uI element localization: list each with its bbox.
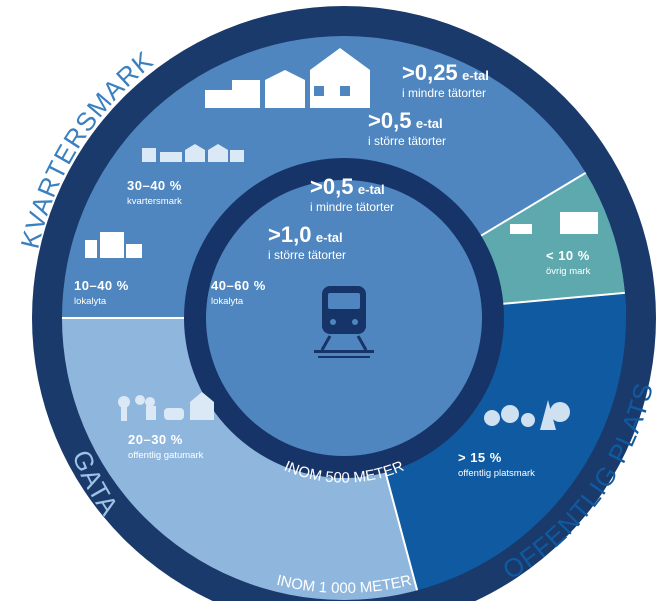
share-pct: 20–30 % (128, 432, 183, 447)
density-value: >0,25 (402, 60, 458, 85)
share-label: lokalyta (74, 296, 107, 307)
density-sub: i mindre tätorter (402, 86, 487, 100)
density-value: >1,0 (268, 222, 312, 247)
share-label: offentlig platsmark (458, 468, 535, 479)
small-houses-icon (142, 144, 244, 162)
park-trees-icon (484, 400, 570, 430)
apartment-building-icon (85, 232, 142, 258)
density-unit: e-tal (462, 68, 489, 83)
density-outer-large: >0,5 e-tal i större tätorter (368, 108, 446, 148)
share-pct: 30–40 % (127, 178, 182, 193)
train-icon (314, 286, 374, 358)
share-kvartersmark: 30–40 % kvartersmark (127, 178, 182, 207)
density-inner-small: >0,5 e-tal i mindre tätorter (310, 174, 394, 214)
industry-building-icon (510, 212, 598, 234)
share-platsmark: > 15 % offentlig platsmark (458, 450, 535, 479)
density-unit: e-tal (357, 182, 385, 197)
share-label: lokalyta (211, 296, 244, 307)
share-label: övrig mark (546, 266, 591, 277)
density-value: >0,5 (368, 108, 412, 133)
density-sub: i mindre tätorter (310, 200, 395, 214)
share-lokalyta-inner: 40–60 % lokalyta (211, 278, 266, 307)
share-lokalyta-outer: 10–40 % lokalyta (74, 278, 129, 307)
share-gatumark: 20–30 % offentlig gatumark (128, 432, 203, 461)
density-value: >0,5 (310, 174, 354, 199)
buildings-icon (205, 48, 370, 108)
share-label: kvartersmark (127, 196, 182, 207)
share-pct: > 15 % (458, 450, 502, 465)
density-inner-large: >1,0 e-tal i större tätorter (268, 222, 346, 262)
share-pct: 40–60 % (211, 278, 266, 293)
share-ovrig: < 10 % övrig mark (546, 248, 590, 277)
density-sub: i större tätorter (268, 248, 347, 262)
density-outer-small: >0,25 e-tal i mindre tätorter (402, 60, 489, 100)
density-unit: e-tal (415, 116, 443, 131)
share-label: offentlig gatumark (128, 450, 204, 461)
density-sub: i större tätorter (368, 134, 447, 148)
share-pct: < 10 % (546, 248, 590, 263)
density-unit: e-tal (315, 230, 343, 245)
street-people-icon (118, 392, 214, 421)
share-pct: 10–40 % (74, 278, 129, 293)
